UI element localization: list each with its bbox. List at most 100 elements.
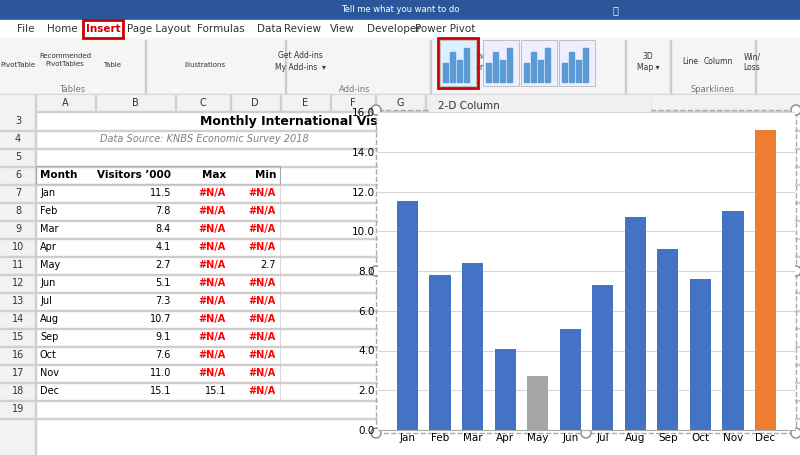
Bar [559, 40, 595, 86]
Text: 14: 14 [12, 314, 24, 324]
Text: 19: 19 [12, 404, 24, 414]
Bar [0, 238, 800, 239]
Bar [0, 20, 800, 38]
Bar [36, 382, 280, 400]
Bar [36, 184, 280, 202]
Bar [443, 63, 448, 82]
Text: 9: 9 [15, 224, 21, 234]
Text: Jul: Jul [40, 296, 52, 306]
Polygon shape [534, 193, 545, 197]
Bar [0, 95, 800, 111]
Bar [531, 245, 573, 283]
Text: Apr: Apr [40, 242, 57, 252]
Bar [430, 275, 450, 430]
Bar [548, 123, 558, 155]
Bar [36, 238, 280, 256]
Bar [535, 274, 562, 279]
Text: 16: 16 [12, 350, 24, 360]
Bar [0, 418, 800, 419]
Bar [576, 60, 581, 82]
Bar [483, 305, 525, 343]
Polygon shape [466, 329, 470, 339]
Bar [285, 40, 286, 93]
Bar [0, 94, 800, 95]
Bar [0, 400, 800, 401]
Text: Jun: Jun [40, 278, 55, 288]
Bar [535, 253, 565, 258]
Bar [494, 349, 516, 430]
Text: 3D
Map ▾: 3D Map ▾ [637, 52, 659, 72]
Text: Mar: Mar [40, 224, 58, 234]
Bar [430, 40, 431, 93]
Bar [493, 52, 498, 82]
Text: #N/A: #N/A [249, 332, 276, 342]
Bar [556, 203, 563, 218]
Bar [36, 364, 280, 382]
Text: C: C [199, 98, 206, 108]
Bar [435, 305, 477, 343]
Bar [0, 38, 800, 95]
Bar [500, 139, 510, 155]
Bar [500, 60, 505, 82]
Text: 2.7: 2.7 [261, 260, 276, 270]
Bar [483, 40, 519, 86]
Circle shape [371, 105, 381, 115]
Text: G: G [396, 98, 404, 108]
Bar [483, 245, 525, 283]
Polygon shape [449, 184, 460, 188]
Text: File: File [18, 24, 34, 34]
Text: Nov: Nov [40, 368, 59, 378]
Text: Max: Max [202, 170, 226, 180]
Bar [376, 110, 796, 433]
Bar [591, 127, 597, 155]
Text: PivotTable: PivotTable [1, 62, 35, 68]
Text: 2.7: 2.7 [155, 260, 171, 270]
Bar [430, 287, 650, 305]
Text: Developer: Developer [367, 24, 421, 34]
Text: Tell me what you want to do: Tell me what you want to do [341, 5, 459, 15]
Polygon shape [552, 320, 556, 330]
Bar [508, 203, 515, 218]
Polygon shape [459, 311, 463, 321]
Text: A: A [62, 98, 69, 108]
Bar [0, 328, 800, 329]
Bar [475, 95, 476, 111]
Text: Oct: Oct [40, 350, 57, 360]
Bar [450, 52, 455, 82]
Text: 11.0: 11.0 [150, 368, 171, 378]
Text: Data: Data [257, 24, 282, 34]
Bar [0, 202, 800, 203]
Bar [397, 202, 418, 430]
Text: Illustrations: Illustrations [185, 62, 226, 68]
Bar [0, 310, 800, 311]
Bar [755, 130, 776, 430]
Text: 3-D Column: 3-D Column [438, 167, 500, 177]
Text: #N/A: #N/A [249, 314, 276, 324]
Bar [460, 203, 467, 218]
Bar [439, 274, 466, 279]
Text: #N/A: #N/A [249, 368, 276, 378]
Bar [36, 256, 280, 274]
Bar [535, 267, 552, 272]
Text: 5.1: 5.1 [156, 278, 171, 288]
Text: 7.8: 7.8 [156, 206, 171, 216]
Text: #N/A: #N/A [249, 206, 276, 216]
Bar [439, 315, 459, 321]
Text: 8.4: 8.4 [156, 224, 171, 234]
Polygon shape [556, 199, 567, 203]
Text: Sep: Sep [40, 332, 58, 342]
Bar [513, 139, 523, 155]
Bar [438, 197, 445, 218]
Bar [487, 324, 504, 330]
Text: Column: Column [703, 57, 733, 66]
Bar [0, 166, 800, 167]
Bar [531, 117, 573, 159]
Text: My Add-ins  ▾: My Add-ins ▾ [274, 64, 326, 72]
Text: Home: Home [47, 24, 78, 34]
Bar [535, 324, 552, 330]
Text: F: F [350, 98, 355, 108]
Bar [175, 95, 176, 111]
Bar [36, 346, 280, 364]
Text: 11.5: 11.5 [150, 188, 171, 198]
Bar [439, 267, 456, 272]
